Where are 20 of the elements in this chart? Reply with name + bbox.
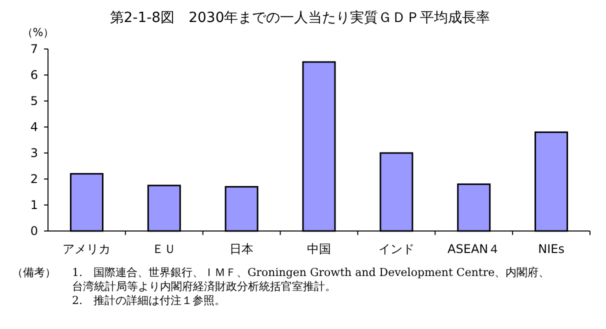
x-tick-label: 中国 <box>307 242 331 256</box>
y-tick-label: 4 <box>30 120 38 134</box>
y-tick-label: 6 <box>30 68 38 82</box>
x-tick-label: NIEs <box>538 242 564 256</box>
y-tick-label: 0 <box>30 224 38 238</box>
text: 2. 推計の詳細は付注１参照。 <box>72 294 226 308</box>
y-tick-label: 5 <box>30 94 38 108</box>
y-axis-title: （%） <box>22 26 54 39</box>
text: （備考） <box>12 266 57 281</box>
text: 1. 国際連合、世界銀行、ＩＭＦ、Groningen Growth and Development Centre、内閣府、台湾統計局等より内閣府経済財政分析統括官室推計。 <box>72 266 551 294</box>
y-tick-label: 1 <box>30 198 38 212</box>
y-tick-label: 3 <box>30 146 38 160</box>
y-tick-label: 7 <box>30 42 38 56</box>
x-tick-label: 日本 <box>230 242 254 256</box>
x-tick-label: インド <box>378 242 414 256</box>
x-tick-label: ＥＵ <box>152 242 176 256</box>
x-tick-label: ASEAN４ <box>448 242 500 256</box>
chart-title: 第2-1-8図 2030年までの一人当たり実質ＧＤＰ平均成長率 <box>110 10 490 26</box>
y-tick-label: 2 <box>30 172 38 186</box>
x-tick-label: アメリカ <box>62 242 111 256</box>
